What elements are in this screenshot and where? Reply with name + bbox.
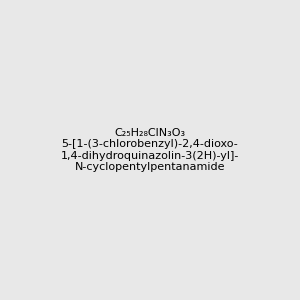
Text: C₂₅H₂₈ClN₃O₃
5-[1-(3-chlorobenzyl)-2,4-dioxo-
1,4-dihydroquinazolin-3(2H)-yl]-
N: C₂₅H₂₈ClN₃O₃ 5-[1-(3-chlorobenzyl)-2,4-d… [61,128,239,172]
